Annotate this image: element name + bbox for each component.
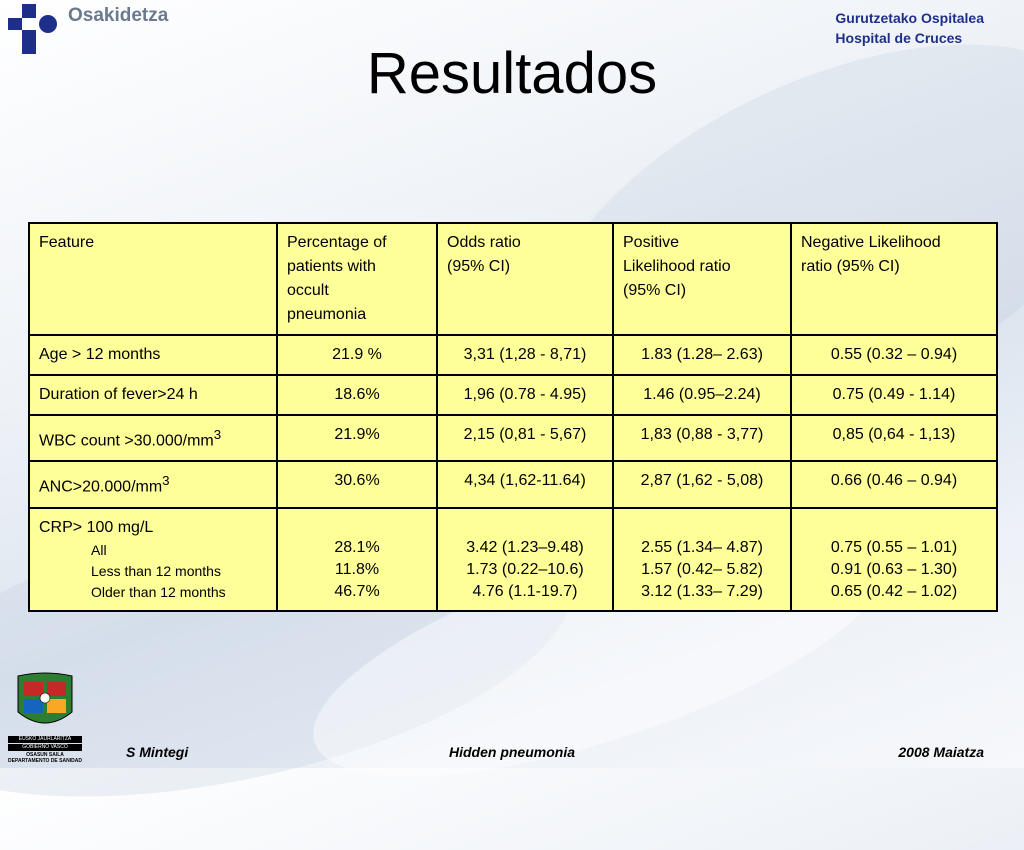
cell-negative-lr: 0,85 (0,64 - 1,13) <box>790 413 998 463</box>
cell-percentage: 18.6% <box>276 374 438 416</box>
osakidetza-logo-icon <box>8 4 57 54</box>
cell-percentage: 21.9 % <box>276 334 438 376</box>
cell-positive-lr: 1.83 (1.28– 2.63) <box>612 334 792 376</box>
cell-negative-lr: 0.55 (0.32 – 0.94) <box>790 334 998 376</box>
cell-percentage: 21.9% <box>276 413 438 463</box>
cell-feature: ANC>20.000/mm3 <box>28 460 278 509</box>
cell-percentage: 28.1% 11.8% 46.7% <box>276 506 438 612</box>
header-feature: Feature <box>28 222 278 336</box>
table-row: Age > 12 months 21.9 % 3,31 (1,28 - 8,71… <box>28 334 998 376</box>
header-negative-lr: Negative Likelihood ratio (95% CI) <box>790 222 998 336</box>
table-row: Duration of fever>24 h 18.6% 1,96 (0.78 … <box>28 374 998 416</box>
cell-feature: CRP> 100 mg/L All Less than 12 months Ol… <box>28 506 278 612</box>
osakidetza-logo: Osakidetza <box>6 2 168 58</box>
cell-feature: Duration of fever>24 h <box>28 374 278 416</box>
cell-feature: WBC count >30.000/mm3 <box>28 413 278 463</box>
subgroup-label: All <box>91 541 107 558</box>
crest-label: DEPARTAMENTO DE SANIDAD <box>8 758 82 764</box>
cell-odds-ratio: 2,15 (0,81 - 5,67) <box>436 413 614 463</box>
cell-positive-lr: 1.46 (0.95–2.24) <box>612 374 792 416</box>
subgroup-label: Older than 12 months <box>91 583 226 600</box>
cell-percentage: 30.6% <box>276 460 438 509</box>
slide-title: Resultados <box>366 41 658 106</box>
hospital-name-basque: Gurutzetako Ospitalea <box>835 10 984 26</box>
header-odds-ratio: Odds ratio (95% CI) <box>436 222 614 336</box>
cell-negative-lr: 0.66 (0.46 – 0.94) <box>790 460 998 509</box>
cell-positive-lr: 2.55 (1.34– 4.87) 1.57 (0.42– 5.82) 3.12… <box>612 506 792 612</box>
coat-of-arms-icon <box>17 672 73 724</box>
crest-label: OSASUN SAILA <box>26 752 64 758</box>
crest-label: GOBIERNO VASCO <box>8 744 82 751</box>
table-row: WBC count >30.000/mm3 21.9% 2,15 (0,81 -… <box>28 413 998 463</box>
cell-negative-lr: 0.75 (0.49 - 1.14) <box>790 374 998 416</box>
cell-odds-ratio: 1,96 (0.78 - 4.95) <box>436 374 614 416</box>
hospital-name-spanish: Hospital de Cruces <box>835 30 963 46</box>
cell-feature: Age > 12 months <box>28 334 278 376</box>
cell-positive-lr: 1,83 (0,88 - 3,77) <box>612 413 792 463</box>
footer-author: S Mintegi <box>126 744 189 760</box>
table-row-crp: CRP> 100 mg/L All Less than 12 months Ol… <box>28 506 998 612</box>
footer-date: 2008 Maiatza <box>898 744 984 760</box>
hospital-name: Gurutzetako Ospitalea Hospital de Cruces <box>835 8 984 48</box>
header-positive-lr: Positive Likelihood ratio (95% CI) <box>612 222 792 336</box>
results-table: Feature Percentage of patients with occu… <box>28 222 998 612</box>
cell-odds-ratio: 3,31 (1,28 - 8,71) <box>436 334 614 376</box>
cell-negative-lr: 0.75 (0.55 – 1.01) 0.91 (0.63 – 1.30) 0.… <box>790 506 998 612</box>
basque-government-crest: EUSKO JAURLARITZA GOBIERNO VASCO OSASUN … <box>8 672 82 764</box>
footer-topic: Hidden pneumonia <box>449 744 575 760</box>
logo-name: Osakidetza <box>68 5 169 26</box>
crest-label: EUSKO JAURLARITZA <box>8 736 82 743</box>
subgroup-label: Less than 12 months <box>91 562 221 579</box>
table-header-row: Feature Percentage of patients with occu… <box>28 222 998 336</box>
cell-positive-lr: 2,87 (1,62 - 5,08) <box>612 460 792 509</box>
header-percentage: Percentage of patients with occult pneum… <box>276 222 438 336</box>
cell-odds-ratio: 3.42 (1.23–9.48) 1.73 (0.22–10.6) 4.76 (… <box>436 506 614 612</box>
table-row: ANC>20.000/mm3 30.6% 4,34 (1,62-11.64) 2… <box>28 460 998 509</box>
cell-odds-ratio: 4,34 (1,62-11.64) <box>436 460 614 509</box>
